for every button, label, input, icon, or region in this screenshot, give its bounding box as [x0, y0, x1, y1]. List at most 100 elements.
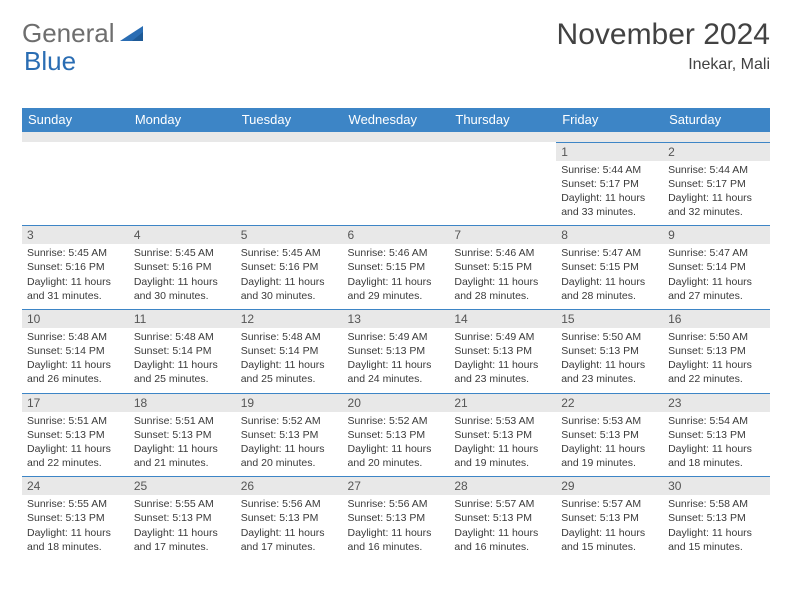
day-number: 2: [663, 142, 770, 161]
dow-header-thursday: Thursday: [449, 108, 556, 132]
day-cell: 11Sunrise: 5:48 AMSunset: 5:14 PMDayligh…: [129, 309, 236, 393]
day-cell: 23Sunrise: 5:54 AMSunset: 5:13 PMDayligh…: [663, 393, 770, 477]
day-cell: 24Sunrise: 5:55 AMSunset: 5:13 PMDayligh…: [22, 476, 129, 560]
week-row: 10Sunrise: 5:48 AMSunset: 5:14 PMDayligh…: [22, 309, 770, 393]
day-cell: 28Sunrise: 5:57 AMSunset: 5:13 PMDayligh…: [449, 476, 556, 560]
day-detail: Sunrise: 5:57 AMSunset: 5:13 PMDaylight:…: [449, 495, 556, 560]
day-cell: 8Sunrise: 5:47 AMSunset: 5:15 PMDaylight…: [556, 225, 663, 309]
day-cell: 26Sunrise: 5:56 AMSunset: 5:13 PMDayligh…: [236, 476, 343, 560]
title-block: November 2024 Inekar, Mali: [557, 18, 770, 74]
day-number: 24: [22, 476, 129, 495]
day-number: 6: [343, 225, 450, 244]
day-detail: Sunrise: 5:44 AMSunset: 5:17 PMDaylight:…: [663, 161, 770, 226]
day-cell: 16Sunrise: 5:50 AMSunset: 5:13 PMDayligh…: [663, 309, 770, 393]
day-number: 19: [236, 393, 343, 412]
empty-day-number: [343, 142, 450, 160]
dow-header-row: SundayMondayTuesdayWednesdayThursdayFrid…: [22, 108, 770, 132]
empty-day-detail: [22, 160, 129, 216]
day-cell: 13Sunrise: 5:49 AMSunset: 5:13 PMDayligh…: [343, 309, 450, 393]
dow-header-saturday: Saturday: [663, 108, 770, 132]
day-cell: 18Sunrise: 5:51 AMSunset: 5:13 PMDayligh…: [129, 393, 236, 477]
day-number: 18: [129, 393, 236, 412]
day-detail: Sunrise: 5:47 AMSunset: 5:15 PMDaylight:…: [556, 244, 663, 309]
day-cell: 25Sunrise: 5:55 AMSunset: 5:13 PMDayligh…: [129, 476, 236, 560]
day-detail: Sunrise: 5:53 AMSunset: 5:13 PMDaylight:…: [449, 412, 556, 477]
empty-cell: [449, 142, 556, 226]
day-number: 20: [343, 393, 450, 412]
empty-cell: [343, 142, 450, 226]
empty-day-number: [22, 142, 129, 160]
day-number: 17: [22, 393, 129, 412]
logo: General: [22, 18, 149, 49]
dow-header-sunday: Sunday: [22, 108, 129, 132]
day-detail: Sunrise: 5:49 AMSunset: 5:13 PMDaylight:…: [449, 328, 556, 393]
week-row: 24Sunrise: 5:55 AMSunset: 5:13 PMDayligh…: [22, 476, 770, 560]
day-detail: Sunrise: 5:46 AMSunset: 5:15 PMDaylight:…: [343, 244, 450, 309]
day-cell: 1Sunrise: 5:44 AMSunset: 5:17 PMDaylight…: [556, 142, 663, 226]
day-cell: 4Sunrise: 5:45 AMSunset: 5:16 PMDaylight…: [129, 225, 236, 309]
logo-triangle-icon: [120, 24, 146, 47]
empty-day-detail: [236, 160, 343, 216]
day-detail: Sunrise: 5:54 AMSunset: 5:13 PMDaylight:…: [663, 412, 770, 477]
day-cell: 22Sunrise: 5:53 AMSunset: 5:13 PMDayligh…: [556, 393, 663, 477]
day-cell: 21Sunrise: 5:53 AMSunset: 5:13 PMDayligh…: [449, 393, 556, 477]
day-cell: 9Sunrise: 5:47 AMSunset: 5:14 PMDaylight…: [663, 225, 770, 309]
day-number: 16: [663, 309, 770, 328]
day-cell: 20Sunrise: 5:52 AMSunset: 5:13 PMDayligh…: [343, 393, 450, 477]
day-number: 27: [343, 476, 450, 495]
day-detail: Sunrise: 5:57 AMSunset: 5:13 PMDaylight:…: [556, 495, 663, 560]
day-number: 28: [449, 476, 556, 495]
day-detail: Sunrise: 5:46 AMSunset: 5:15 PMDaylight:…: [449, 244, 556, 309]
day-detail: Sunrise: 5:47 AMSunset: 5:14 PMDaylight:…: [663, 244, 770, 309]
week-row: 3Sunrise: 5:45 AMSunset: 5:16 PMDaylight…: [22, 225, 770, 309]
location: Inekar, Mali: [557, 56, 770, 74]
day-number: 14: [449, 309, 556, 328]
logo-sub: Blue: [24, 46, 76, 77]
dow-header-tuesday: Tuesday: [236, 108, 343, 132]
day-cell: 19Sunrise: 5:52 AMSunset: 5:13 PMDayligh…: [236, 393, 343, 477]
week-row: 1Sunrise: 5:44 AMSunset: 5:17 PMDaylight…: [22, 142, 770, 226]
day-detail: Sunrise: 5:48 AMSunset: 5:14 PMDaylight:…: [22, 328, 129, 393]
day-detail: Sunrise: 5:55 AMSunset: 5:13 PMDaylight:…: [22, 495, 129, 560]
day-cell: 10Sunrise: 5:48 AMSunset: 5:14 PMDayligh…: [22, 309, 129, 393]
day-detail: Sunrise: 5:52 AMSunset: 5:13 PMDaylight:…: [343, 412, 450, 477]
day-detail: Sunrise: 5:48 AMSunset: 5:14 PMDaylight:…: [129, 328, 236, 393]
calendar-page: General November 2024 Inekar, Mali Blue …: [0, 0, 792, 612]
empty-day-detail: [449, 160, 556, 216]
day-detail: Sunrise: 5:45 AMSunset: 5:16 PMDaylight:…: [22, 244, 129, 309]
day-number: 26: [236, 476, 343, 495]
day-number: 21: [449, 393, 556, 412]
day-cell: 14Sunrise: 5:49 AMSunset: 5:13 PMDayligh…: [449, 309, 556, 393]
day-number: 30: [663, 476, 770, 495]
month-title: November 2024: [557, 18, 770, 52]
header: General November 2024 Inekar, Mali: [22, 18, 770, 74]
empty-cell: [236, 142, 343, 226]
day-detail: Sunrise: 5:53 AMSunset: 5:13 PMDaylight:…: [556, 412, 663, 477]
day-cell: 27Sunrise: 5:56 AMSunset: 5:13 PMDayligh…: [343, 476, 450, 560]
week-row: 17Sunrise: 5:51 AMSunset: 5:13 PMDayligh…: [22, 393, 770, 477]
day-cell: 17Sunrise: 5:51 AMSunset: 5:13 PMDayligh…: [22, 393, 129, 477]
empty-day-number: [449, 142, 556, 160]
calendar-table: SundayMondayTuesdayWednesdayThursdayFrid…: [22, 108, 770, 560]
day-detail: Sunrise: 5:50 AMSunset: 5:13 PMDaylight:…: [663, 328, 770, 393]
day-number: 10: [22, 309, 129, 328]
day-number: 4: [129, 225, 236, 244]
day-number: 13: [343, 309, 450, 328]
empty-cell: [22, 142, 129, 226]
day-number: 3: [22, 225, 129, 244]
day-cell: 3Sunrise: 5:45 AMSunset: 5:16 PMDaylight…: [22, 225, 129, 309]
day-detail: Sunrise: 5:51 AMSunset: 5:13 PMDaylight:…: [129, 412, 236, 477]
day-detail: Sunrise: 5:52 AMSunset: 5:13 PMDaylight:…: [236, 412, 343, 477]
day-detail: Sunrise: 5:48 AMSunset: 5:14 PMDaylight:…: [236, 328, 343, 393]
day-detail: Sunrise: 5:50 AMSunset: 5:13 PMDaylight:…: [556, 328, 663, 393]
day-number: 12: [236, 309, 343, 328]
day-cell: 2Sunrise: 5:44 AMSunset: 5:17 PMDaylight…: [663, 142, 770, 226]
day-number: 8: [556, 225, 663, 244]
logo-text-blue: Blue: [24, 46, 76, 76]
day-detail: Sunrise: 5:45 AMSunset: 5:16 PMDaylight:…: [129, 244, 236, 309]
day-detail: Sunrise: 5:49 AMSunset: 5:13 PMDaylight:…: [343, 328, 450, 393]
day-detail: Sunrise: 5:55 AMSunset: 5:13 PMDaylight:…: [129, 495, 236, 560]
day-cell: 6Sunrise: 5:46 AMSunset: 5:15 PMDaylight…: [343, 225, 450, 309]
day-detail: Sunrise: 5:58 AMSunset: 5:13 PMDaylight:…: [663, 495, 770, 560]
day-number: 15: [556, 309, 663, 328]
